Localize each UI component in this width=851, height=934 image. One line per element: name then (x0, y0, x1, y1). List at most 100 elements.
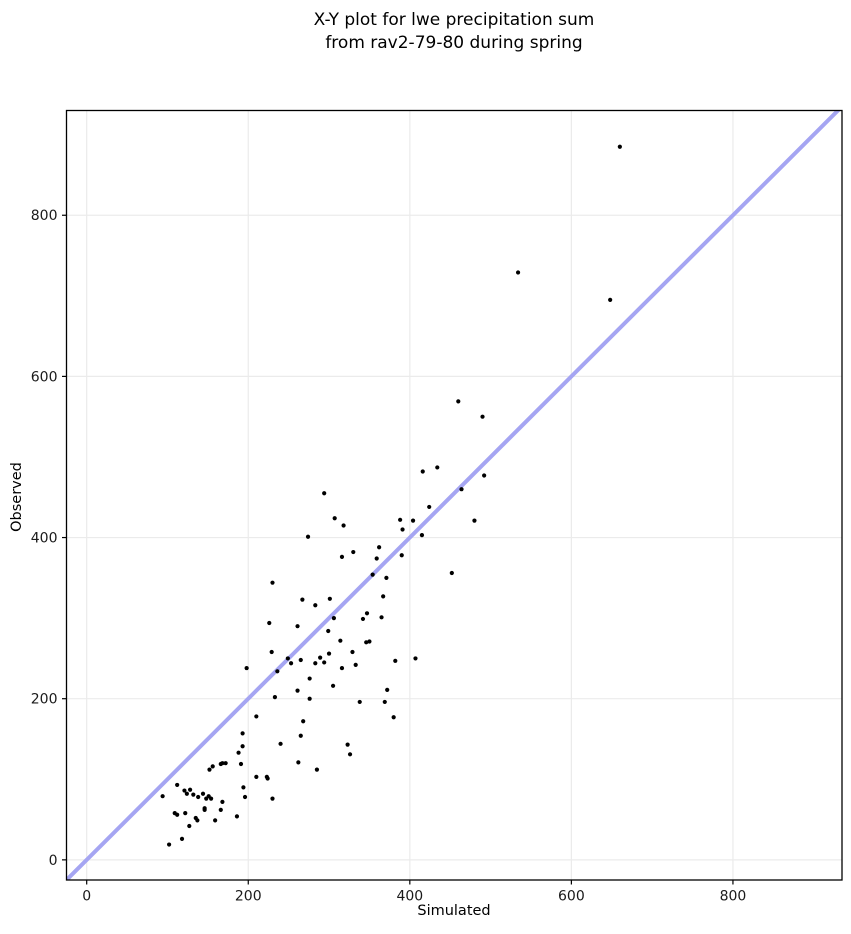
data-point (298, 657, 303, 663)
data-point (314, 767, 320, 772)
data-point (400, 527, 405, 532)
data-point (210, 764, 215, 769)
x-tick-label: 600 (558, 889, 585, 905)
data-point (234, 814, 240, 819)
data-point (318, 655, 323, 660)
y-tick-label: 400 (31, 531, 58, 547)
data-point (393, 658, 398, 663)
data-point (449, 570, 454, 576)
data-point (272, 694, 278, 700)
data-point (244, 665, 249, 671)
x-tick-label: 400 (396, 889, 423, 905)
data-point (435, 465, 440, 470)
data-point (213, 818, 218, 823)
chart-title-line1: X-Y plot for lwe precipitation sum (313, 10, 595, 30)
data-point (347, 752, 353, 757)
data-point (200, 791, 206, 796)
x-tick-label: 0 (82, 889, 91, 905)
data-point (379, 615, 384, 620)
data-point (341, 523, 346, 528)
data-point (482, 473, 487, 478)
data-point (182, 788, 187, 793)
chart-title: X-Y plot for lwe precipitation sum from … (66, 9, 842, 55)
data-point (166, 842, 172, 847)
identity-line (66, 110, 841, 880)
data-point (338, 638, 343, 643)
y-tick-label: 0 (49, 853, 58, 869)
data-point (254, 774, 259, 779)
data-point (218, 807, 223, 812)
data-point (300, 597, 305, 602)
data-point (295, 688, 300, 693)
data-point (240, 731, 245, 736)
data-point (202, 807, 207, 812)
data-point (184, 791, 189, 796)
data-point (195, 818, 200, 823)
data-point (410, 518, 416, 523)
data-point (207, 767, 212, 772)
data-point (267, 620, 272, 626)
y-tick-label: 600 (31, 369, 58, 385)
data-point (364, 611, 370, 616)
data-point (472, 518, 477, 523)
data-point (377, 545, 382, 550)
data-point (384, 575, 389, 580)
data-point (385, 687, 390, 692)
data-point (270, 796, 275, 801)
plot-border (65, 109, 843, 881)
data-point (196, 794, 201, 800)
data-point (391, 715, 396, 720)
data-point (515, 270, 521, 275)
data-point (364, 640, 369, 645)
y-axis-label: Observed (9, 462, 25, 532)
data-point (339, 554, 345, 559)
data-point (238, 761, 244, 767)
data-point (313, 661, 318, 666)
data-point (240, 744, 245, 749)
data-point (350, 649, 355, 655)
data-point (330, 683, 336, 688)
x-tick-label: 800 (720, 889, 747, 905)
data-point (419, 533, 425, 538)
data-point (374, 556, 379, 561)
data-point (265, 776, 270, 781)
data-point (353, 662, 358, 667)
data-point (327, 596, 332, 601)
data-point (420, 469, 425, 474)
data-point (307, 676, 312, 681)
data-point (370, 572, 375, 577)
data-point (242, 794, 248, 800)
data-point (223, 761, 228, 766)
data-point (208, 796, 214, 801)
data-point (288, 661, 294, 666)
data-point (459, 487, 464, 492)
data-point (254, 714, 259, 719)
data-point (301, 719, 306, 724)
data-point (413, 656, 418, 661)
y-tick-label: 200 (31, 692, 58, 708)
data-point (187, 787, 193, 792)
data-point (331, 616, 336, 621)
data-point (398, 517, 403, 522)
data-point (326, 628, 331, 634)
data-point (175, 812, 180, 817)
data-point (179, 836, 185, 842)
data-point (183, 811, 188, 816)
data-point (345, 742, 350, 747)
data-point (313, 603, 318, 608)
data-point (351, 549, 356, 555)
data-point (296, 760, 301, 765)
chart-title-line2: from rav2-79-80 during spring (325, 33, 583, 53)
x-axis-label: Simulated (417, 903, 491, 919)
data-point (427, 504, 432, 510)
data-point (241, 785, 246, 790)
x-tick-label: 200 (235, 889, 262, 905)
data-point (269, 649, 274, 655)
data-point (220, 761, 225, 766)
data-point (326, 651, 332, 656)
data-point (360, 616, 366, 622)
data-point (275, 669, 280, 674)
data-point (357, 699, 362, 705)
data-point (160, 794, 165, 799)
